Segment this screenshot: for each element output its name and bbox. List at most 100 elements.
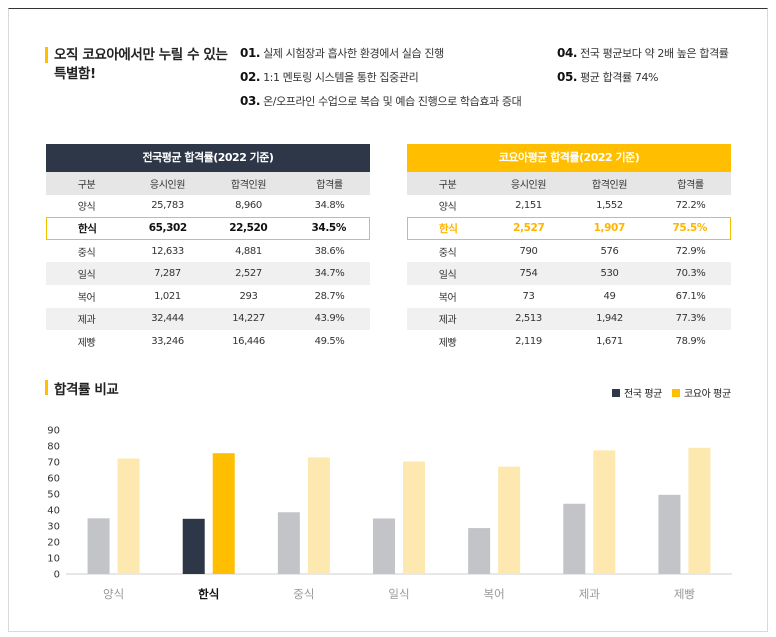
- table-row: 복어 73 49 67.1%: [407, 285, 731, 308]
- table-row: 양식 2,151 1,552 72.2%: [407, 195, 731, 218]
- headline-accent-bar: [45, 47, 48, 63]
- table-cell: 34.5%: [311, 222, 347, 235]
- y-tick-label: 20: [47, 538, 60, 549]
- table-cell: 8,960: [235, 200, 262, 212]
- bar-national: [563, 503, 586, 574]
- table-cell: 12,633: [151, 245, 184, 257]
- table-cell: 7,287: [154, 268, 181, 280]
- table-cell: 49: [603, 290, 616, 302]
- table-row: 일식 754 530 70.3%: [407, 262, 731, 285]
- table-cell: 77.3%: [675, 313, 706, 325]
- bar-koyoa: [117, 458, 140, 574]
- column-header: 구분: [77, 179, 96, 191]
- column-header: 응시인원: [510, 179, 547, 191]
- feature-item-04: 04. 전국 평균보다 약 2배 높은 합격률: [557, 46, 729, 60]
- y-tick-label: 80: [47, 442, 60, 453]
- table-row: 제과 32,444 14,227 43.9%: [46, 307, 370, 331]
- table-cell: 75.5%: [672, 222, 708, 235]
- pass-rate-bar-chart: 0 10 20 30 40 50 60 70 80 90 양식 한식 중식 일식 복어 제과 제빵: [47, 426, 732, 601]
- koyoa-table-title: 코요아평균 합격률(2022 기준): [407, 144, 731, 172]
- feature-item-01: 01. 실제 시험장과 흡사한 환경에서 실습 진행: [240, 46, 444, 60]
- table-cell: 32,444: [151, 313, 184, 325]
- y-tick-label: 0: [54, 570, 60, 581]
- table-cell: 72.9%: [675, 245, 706, 257]
- y-tick-label: 60: [47, 474, 60, 485]
- table-cell: 복어: [77, 292, 96, 304]
- table-row: 복어 1,021 293 28.7%: [46, 285, 370, 308]
- national-table-title: 전국평균 합격률(2022 기준): [46, 144, 370, 172]
- table-cell: 14,227: [232, 313, 265, 325]
- table-cell: 28.7%: [314, 290, 345, 302]
- table-row: 제과 2,513 1,942 77.3%: [407, 307, 731, 331]
- table-cell: 25,783: [151, 200, 184, 212]
- table-cell: 2,513: [515, 313, 542, 325]
- bar-national: [182, 518, 205, 574]
- table-cell: 복어: [438, 292, 457, 304]
- table-cell: 790: [519, 245, 538, 257]
- table-cell: 49.5%: [314, 335, 345, 347]
- bar-koyoa: [307, 457, 330, 574]
- table-cell: 33,246: [151, 335, 184, 347]
- table-cell: 중식: [77, 247, 96, 259]
- table-cell: 제과: [438, 315, 457, 327]
- table-cell: 67.1%: [675, 290, 706, 302]
- table-cell: 양식: [438, 202, 457, 214]
- national-table-header-row: 구분 응시인원 합격인원 합격률: [46, 172, 370, 195]
- headline: 오직 코요아에서만 누릴 수 있는 특별함!: [54, 47, 228, 82]
- table-cell: 4,881: [235, 245, 262, 257]
- column-header: 합격인원: [230, 179, 267, 191]
- table-row: 제빵 2,119 1,671 78.9%: [407, 330, 731, 353]
- bar-koyoa: [498, 466, 521, 574]
- bar-national: [277, 512, 300, 574]
- table-cell: 16,446: [232, 335, 265, 347]
- table-cell: 1,552: [596, 200, 623, 212]
- bar-koyoa: [212, 453, 235, 574]
- table-cell: 2,527: [513, 222, 545, 235]
- table-cell: 22,520: [229, 222, 268, 235]
- table-row: 한식 2,527 1,907 75.5%: [407, 217, 731, 240]
- chart-title-accent-bar: [45, 380, 48, 395]
- table-cell: 한식: [438, 222, 458, 235]
- bar-koyoa: [688, 447, 711, 574]
- table-cell: 한식: [77, 222, 97, 235]
- table-cell: 293: [239, 290, 258, 302]
- content-frame: [8, 8, 768, 632]
- table-cell: 34.8%: [314, 200, 345, 212]
- legend-koyoa: 코요아 평균: [672, 385, 731, 400]
- column-header: 구분: [438, 179, 457, 191]
- x-tick-label: 양식: [103, 587, 124, 601]
- x-tick-label: 복어: [484, 587, 505, 601]
- table-cell: 1,942: [596, 313, 623, 325]
- table-cell: 73: [522, 290, 535, 302]
- table-cell: 1,907: [593, 222, 626, 235]
- table-cell: 38.6%: [314, 245, 345, 257]
- table-cell: 양식: [77, 202, 96, 214]
- bar-national: [468, 528, 491, 574]
- legend-swatch-koyoa: [672, 388, 680, 397]
- table-cell: 2,119: [515, 335, 542, 347]
- y-tick-label: 30: [47, 522, 60, 533]
- x-tick-label: 제과: [579, 587, 601, 601]
- y-tick-label: 10: [47, 554, 60, 565]
- table-row: 한식 65,302 22,520 34.5%: [46, 217, 370, 240]
- x-tick-label: 한식: [198, 587, 219, 601]
- table-cell: 일식: [438, 270, 457, 282]
- x-tick-label: 일식: [388, 587, 409, 601]
- bar-national: [658, 494, 681, 574]
- table-row: 중식 12,633 4,881 38.6%: [46, 240, 370, 263]
- bar-national: [87, 518, 110, 574]
- table-cell: 43.9%: [314, 313, 345, 325]
- table-cell: 65,302: [148, 222, 188, 235]
- table-row: 양식 25,783 8,960 34.8%: [46, 195, 370, 218]
- y-tick-label: 70: [47, 458, 60, 469]
- table-row: 일식 7,287 2,527 34.7%: [46, 262, 370, 285]
- table-cell: 제과: [77, 315, 96, 327]
- bar-koyoa: [403, 461, 425, 574]
- bar-national: [373, 518, 395, 574]
- table-cell: 제빵: [77, 337, 96, 349]
- table-cell: 중식: [438, 247, 457, 259]
- feature-item-02: 02. 1:1 멘토링 시스템을 통한 집중관리: [240, 70, 419, 84]
- y-tick-label: 40: [47, 506, 60, 517]
- koyoa-table-header-row: 구분 응시인원 합격인원 합격률: [407, 172, 731, 195]
